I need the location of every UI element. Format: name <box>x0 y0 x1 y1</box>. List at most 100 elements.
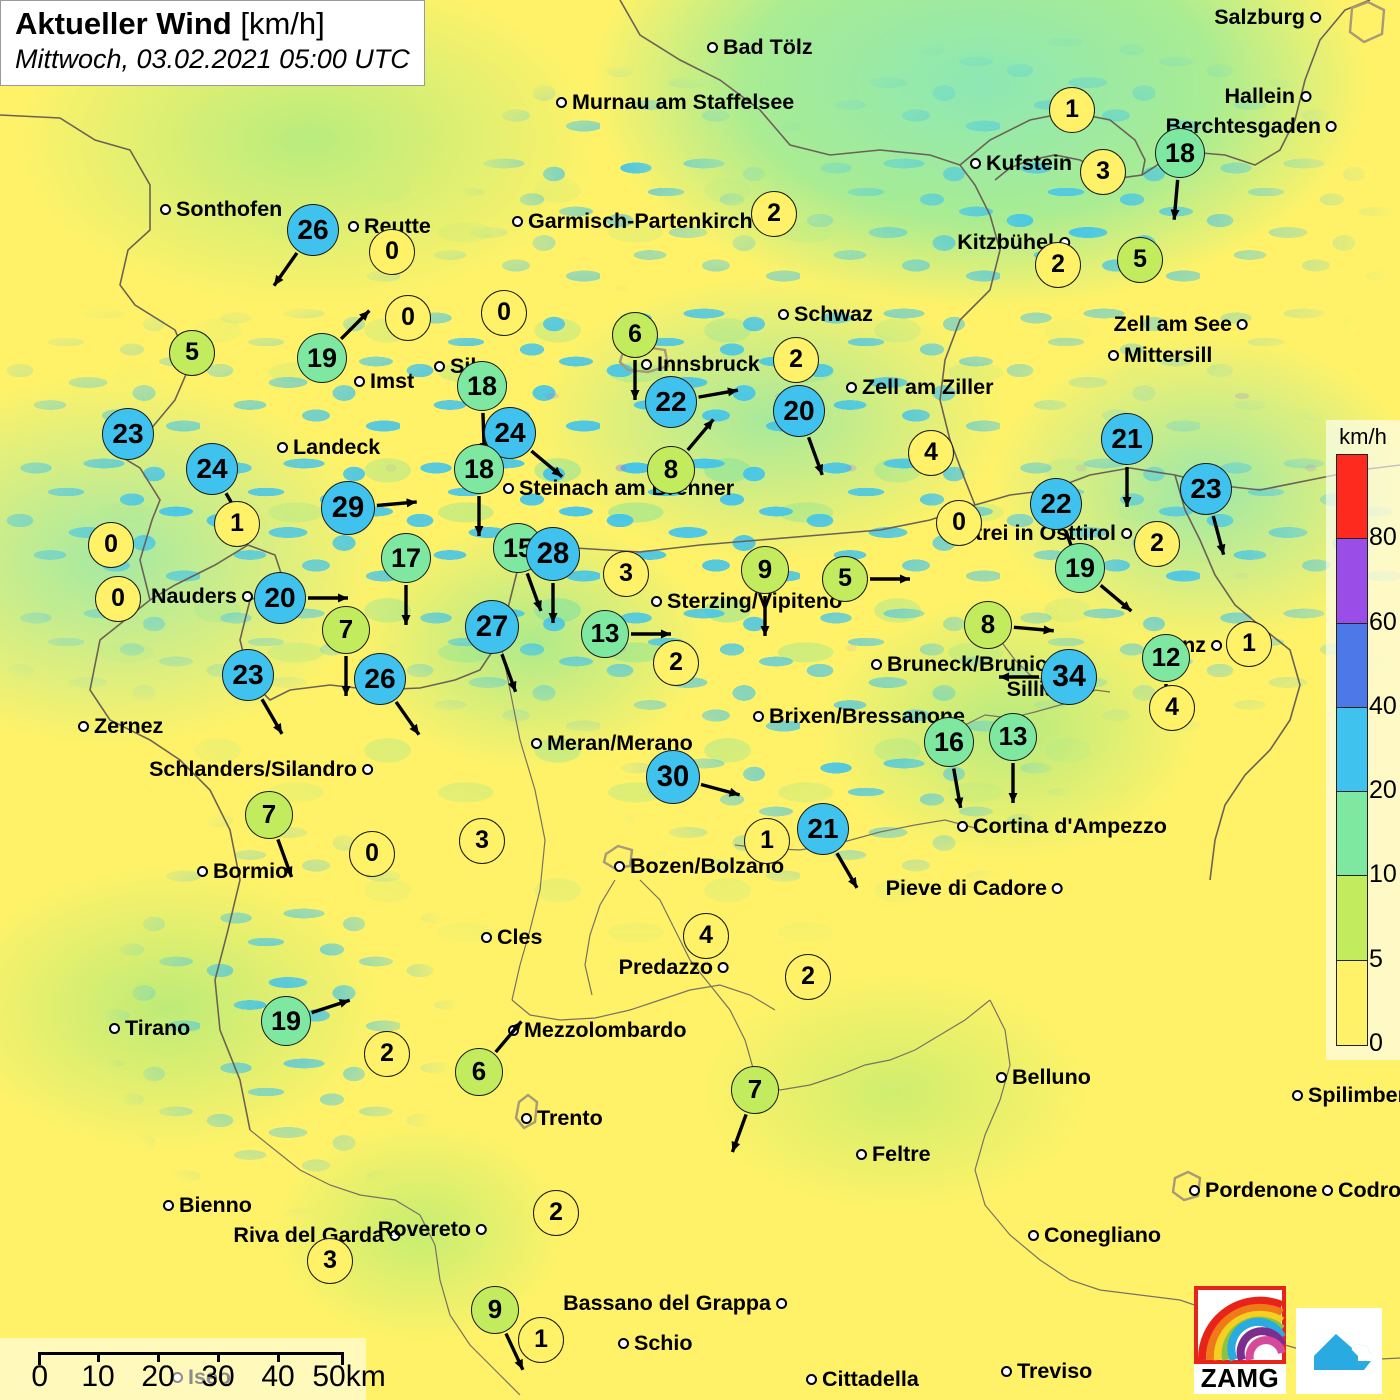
city-marker: Bruneck/Brunico <box>871 652 1060 677</box>
wind-speed-bubble[interactable]: 19 <box>1055 543 1105 593</box>
legend-tick-0: 0 <box>1369 1028 1383 1057</box>
scale-tick-10 <box>96 1352 100 1362</box>
wind-speed-bubble[interactable]: 26 <box>287 204 339 256</box>
wind-speed-bubble[interactable]: 19 <box>297 333 347 383</box>
wind-speed-bubble[interactable]: 23 <box>1180 463 1232 515</box>
city-dot-icon <box>996 1072 1007 1083</box>
city-marker: Murnau am Staffelsee <box>556 90 794 115</box>
wind-speed-bubble[interactable]: 7 <box>731 1066 779 1114</box>
wind-speed-bubble[interactable]: 2 <box>533 1190 579 1236</box>
wind-speed-bubble[interactable]: 2 <box>653 640 699 686</box>
city-marker: Predazzo <box>619 955 729 980</box>
wind-speed-bubble[interactable]: 16 <box>924 717 974 767</box>
city-label: Landeck <box>293 435 381 459</box>
wind-speed-bubble[interactable]: 1 <box>1049 87 1095 133</box>
wind-speed-bubble[interactable]: 23 <box>102 408 154 460</box>
wind-speed-bubble[interactable]: 24 <box>186 443 238 495</box>
wind-speed-bubble[interactable]: 21 <box>797 803 849 855</box>
wind-speed-bubble[interactable]: 28 <box>526 527 580 581</box>
city-label: Cles <box>497 925 543 949</box>
zamg-rainbow-icon <box>1194 1286 1286 1364</box>
wind-speed-bubble[interactable]: 34 <box>1041 649 1097 705</box>
wind-speed-bubble[interactable]: 5 <box>1117 237 1163 283</box>
wind-direction-arrow-icon <box>1099 584 1133 613</box>
wind-direction-arrow-icon <box>999 672 1039 682</box>
wind-speed-bubble[interactable]: 3 <box>1080 149 1126 195</box>
wind-speed-bubble[interactable]: 0 <box>481 290 527 336</box>
wind-speed-bubble[interactable]: 9 <box>741 546 789 594</box>
wind-speed-bubble[interactable]: 2 <box>1134 521 1180 567</box>
wind-speed-bubble[interactable]: 18 <box>454 444 504 494</box>
city-label: Zernez <box>94 714 164 738</box>
wind-speed-bubble[interactable]: 3 <box>459 818 505 864</box>
wind-speed-bubble[interactable]: 7 <box>245 791 293 839</box>
city-dot-icon <box>846 382 857 393</box>
city-marker: Salzburg <box>1214 5 1321 30</box>
wind-speed-bubble[interactable]: 20 <box>254 572 306 624</box>
wind-speed-bubble[interactable]: 2 <box>751 191 797 237</box>
wind-speed-bubble[interactable]: 4 <box>908 430 954 476</box>
wind-speed-bubble[interactable]: 2 <box>1035 242 1081 288</box>
wind-speed-bubble[interactable]: 8 <box>647 446 695 494</box>
wind-speed-bubble[interactable]: 12 <box>1142 634 1190 682</box>
wind-speed-bubble[interactable]: 22 <box>645 376 697 428</box>
city-dot-icon <box>1052 883 1063 894</box>
wind-speed-bubble[interactable]: 6 <box>612 312 658 358</box>
wind-speed-bubble[interactable]: 18 <box>457 361 507 411</box>
wind-speed-bubble[interactable]: 26 <box>354 653 406 705</box>
wind-speed-bubble[interactable]: 7 <box>322 606 370 654</box>
wind-speed-bubble[interactable]: 5 <box>822 556 868 602</box>
city-label: Steinach am Brenner <box>519 476 735 500</box>
wind-speed-bubble[interactable]: 30 <box>646 750 700 804</box>
scale-tick-30 <box>216 1352 220 1362</box>
wind-speed-bubble[interactable]: 1 <box>518 1317 564 1363</box>
wind-speed-bubble[interactable]: 3 <box>603 551 649 597</box>
wind-speed-bubble[interactable]: 4 <box>683 913 729 959</box>
city-dot-icon <box>753 711 764 722</box>
city-label: Sonthofen <box>176 197 283 221</box>
wind-speed-bubble[interactable]: 2 <box>785 954 831 1000</box>
wind-speed-bubble[interactable]: 22 <box>1030 478 1082 530</box>
wind-speed-bubble[interactable]: 24 <box>484 407 536 459</box>
wind-speed-bubble[interactable]: 0 <box>88 522 134 568</box>
wind-speed-bubble[interactable]: 0 <box>936 500 982 546</box>
city-dot-icon <box>856 1149 867 1160</box>
wind-speed-bubble[interactable]: 21 <box>1101 413 1153 465</box>
wind-speed-bubble[interactable]: 0 <box>369 229 415 275</box>
wind-speed-bubble[interactable]: 1 <box>1226 621 1272 667</box>
wind-speed-bubble[interactable]: 0 <box>385 295 431 341</box>
city-marker: Innsbruck <box>641 352 760 377</box>
wind-direction-arrow-icon <box>1008 763 1018 803</box>
city-label: Pieve di Cadore <box>885 876 1047 900</box>
wind-speed-bubble[interactable]: 1 <box>214 501 260 547</box>
wind-speed-bubble[interactable]: 1 <box>744 818 790 864</box>
wind-speed-bubble[interactable]: 4 <box>1149 685 1195 731</box>
wind-speed-bubble[interactable]: 23 <box>222 649 274 701</box>
wind-speed-bubble[interactable]: 19 <box>261 996 311 1046</box>
wind-speed-bubble[interactable]: 2 <box>364 1031 410 1077</box>
wind-speed-bubble[interactable]: 6 <box>455 1048 503 1096</box>
wind-speed-bubble[interactable]: 8 <box>964 601 1012 649</box>
wind-speed-bubble[interactable]: 18 <box>1155 128 1205 178</box>
city-label: Pordenone <box>1205 1178 1318 1202</box>
zamg-logo: ZAMG <box>1194 1286 1286 1394</box>
wind-speed-bubble[interactable]: 0 <box>349 831 395 877</box>
wind-speed-bubble[interactable]: 13 <box>581 610 629 658</box>
scale-bar-rule <box>38 1352 344 1365</box>
title-unit: [km/h] <box>240 6 325 41</box>
wind-speed-bubble[interactable]: 17 <box>381 533 431 583</box>
wind-direction-arrow-icon <box>394 700 421 736</box>
wind-speed-bubble[interactable]: 13 <box>989 713 1037 761</box>
wind-speed-bubble[interactable]: 29 <box>321 481 375 535</box>
wind-direction-arrow-icon <box>341 656 351 696</box>
logo-group: ZAMG <box>1194 1286 1382 1394</box>
wind-direction-arrow-icon <box>401 585 411 625</box>
wind-speed-bubble[interactable]: 5 <box>169 330 215 376</box>
wind-speed-bubble[interactable]: 0 <box>95 576 141 622</box>
city-dot-icon <box>957 821 968 832</box>
wind-speed-bubble[interactable]: 2 <box>773 337 819 383</box>
wind-speed-bubble[interactable]: 27 <box>465 600 519 654</box>
wind-speed-bubble[interactable]: 20 <box>773 385 825 437</box>
wind-speed-bubble[interactable]: 3 <box>307 1238 353 1284</box>
wind-speed-bubble[interactable]: 9 <box>471 1286 519 1334</box>
